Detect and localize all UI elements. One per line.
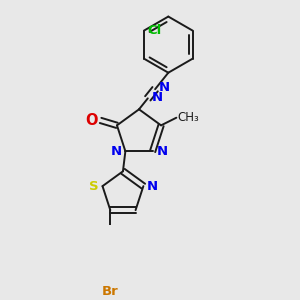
Text: N: N	[111, 145, 122, 158]
Text: N: N	[159, 82, 170, 94]
Text: N: N	[156, 145, 167, 158]
Text: N: N	[147, 180, 158, 193]
Text: CH₃: CH₃	[178, 111, 199, 124]
Text: S: S	[89, 180, 99, 193]
Text: N: N	[152, 91, 163, 103]
Text: Br: Br	[102, 285, 119, 298]
Text: Cl: Cl	[147, 24, 161, 37]
Text: O: O	[86, 113, 98, 128]
